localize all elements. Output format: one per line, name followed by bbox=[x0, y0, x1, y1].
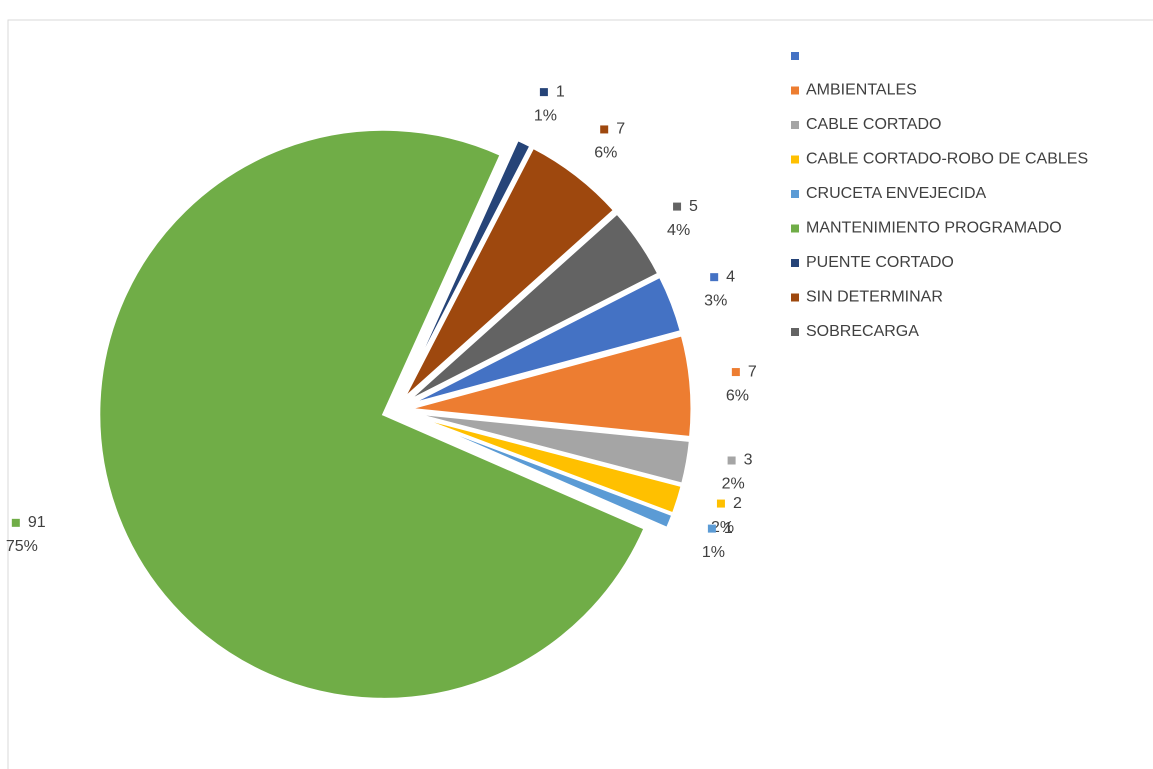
legend-label: CRUCETA ENVEJECIDA bbox=[806, 185, 987, 202]
legend-label: CABLE CORTADO-ROBO DE CABLES bbox=[806, 151, 1088, 168]
legend-key bbox=[791, 224, 799, 233]
legend-label: PUENTE CORTADO bbox=[806, 254, 954, 271]
label-key bbox=[727, 456, 736, 465]
label-key bbox=[710, 273, 719, 282]
legend-key bbox=[791, 190, 799, 198]
data-label-percent: 2% bbox=[711, 519, 734, 536]
data-label-percent: 3% bbox=[704, 292, 727, 309]
data-label-value: 1 bbox=[724, 520, 733, 537]
legend-label: SIN DETERMINAR bbox=[806, 289, 943, 306]
legend-label: CABLE CORTADO bbox=[806, 116, 941, 133]
legend-label: AMBIENTALES bbox=[806, 82, 917, 99]
legend-key bbox=[791, 155, 799, 164]
data-label-percent: 6% bbox=[726, 387, 749, 404]
data-label-percent: 4% bbox=[667, 222, 690, 239]
data-label-value: 5 bbox=[689, 198, 698, 215]
legend-key bbox=[791, 121, 799, 129]
data-label-value: 7 bbox=[748, 363, 757, 380]
data-label-percent: 2% bbox=[722, 476, 745, 493]
legend-key bbox=[791, 86, 799, 95]
data-label-percent: 6% bbox=[594, 145, 617, 162]
label-key bbox=[707, 524, 716, 533]
pie-slice bbox=[97, 127, 647, 701]
data-label-value: 3 bbox=[744, 452, 753, 469]
label-key bbox=[673, 202, 682, 211]
legend-key bbox=[791, 259, 799, 267]
pie-slice bbox=[406, 332, 694, 440]
chart-border bbox=[7, 19, 1153, 769]
data-label-percent: 1% bbox=[702, 544, 725, 561]
data-label-value: 1 bbox=[556, 83, 565, 100]
data-label-value: 7 bbox=[616, 121, 625, 138]
data-label-value: 91 bbox=[28, 514, 46, 531]
legend-label: MANTENIMIENTO PROGRAMADO bbox=[806, 220, 1062, 237]
label-key bbox=[716, 499, 725, 508]
pie-slice bbox=[405, 413, 675, 531]
legend-label: SOBRECARGA bbox=[806, 323, 919, 340]
pie-slice bbox=[401, 145, 617, 402]
legend-key bbox=[791, 52, 799, 60]
data-label-value: 2 bbox=[733, 495, 742, 512]
data-label-percent: 75% bbox=[6, 538, 38, 555]
label-key bbox=[539, 88, 548, 97]
pie-slice bbox=[405, 274, 684, 408]
pie-slice bbox=[398, 137, 533, 400]
pie-slice bbox=[406, 410, 693, 487]
label-key bbox=[731, 368, 740, 377]
data-label-value: 4 bbox=[726, 268, 735, 285]
label-key bbox=[600, 125, 609, 134]
data-label-percent: 1% bbox=[534, 107, 557, 124]
legend-key bbox=[791, 328, 799, 336]
pie-slice bbox=[403, 210, 661, 405]
legend-key bbox=[791, 293, 799, 302]
label-key bbox=[11, 518, 20, 527]
